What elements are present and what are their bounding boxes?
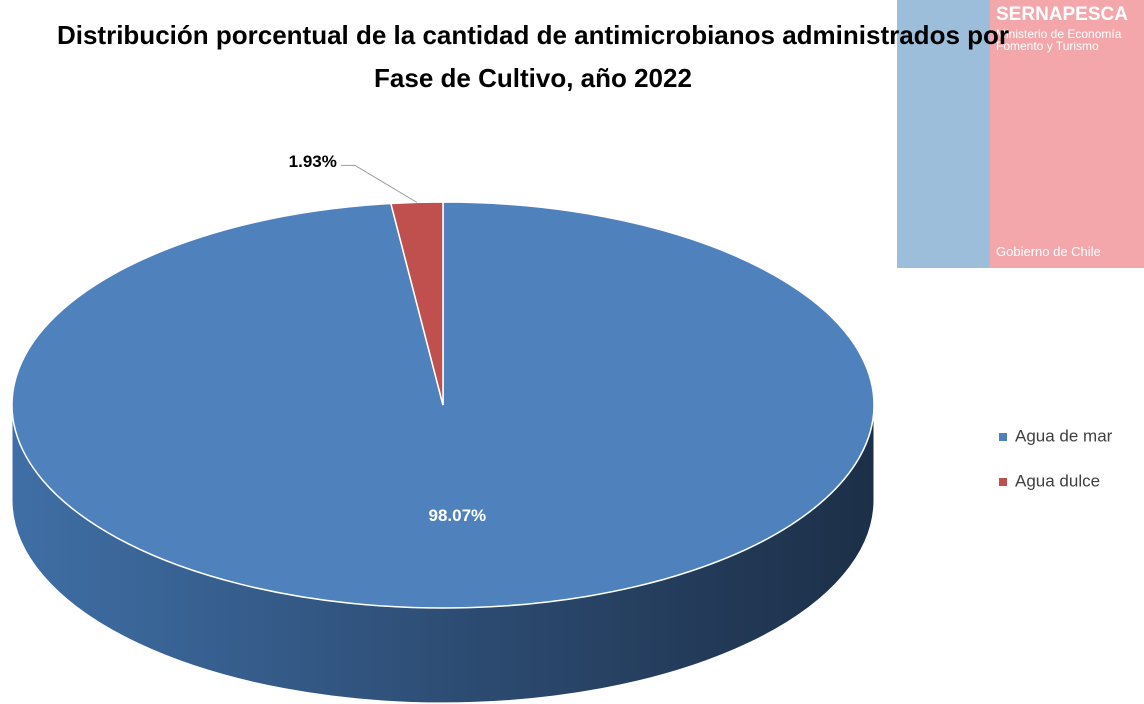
logo: SERNAPESCA Ministerio de Economía Foment… [897,0,1144,268]
chart-title: Distribución porcentual de la cantidad d… [56,20,1010,93]
logo-panel: SERNAPESCA Ministerio de Economía Foment… [990,0,1144,268]
legend-swatch [999,478,1007,486]
data-label: 1.93% [289,152,337,171]
logo-name: SERNAPESCA [996,4,1128,25]
logo-government: Gobierno de Chile [996,244,1101,259]
legend-swatch [999,433,1007,441]
leader-line [340,164,418,203]
data-label: 98.07% [429,506,487,525]
slice [389,201,444,406]
logo-ministry: Ministerio de Economía Fomento y Turismo [996,27,1122,53]
logo-emblem [897,0,990,268]
legend-label: Agua dulce [1015,471,1100,490]
legend-label: Agua de mar [1015,426,1113,445]
